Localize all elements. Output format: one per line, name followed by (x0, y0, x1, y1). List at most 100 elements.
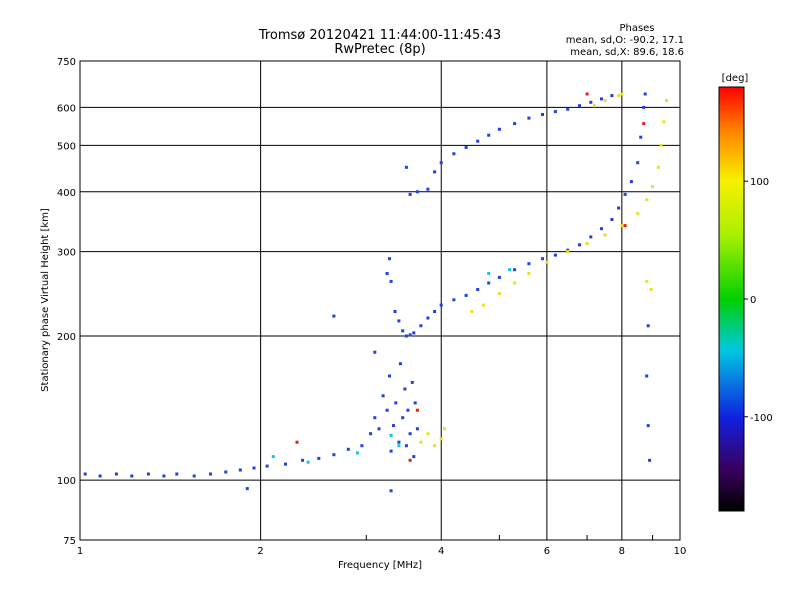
data-point (578, 243, 581, 247)
data-point (377, 427, 381, 431)
data-point (592, 104, 596, 108)
data-point (433, 170, 437, 174)
x-tick-label: 4 (438, 546, 444, 557)
data-point (209, 472, 212, 476)
data-point (648, 458, 652, 462)
data-point (585, 242, 589, 245)
data-point (301, 458, 305, 462)
data-point (114, 472, 118, 476)
data-point (83, 472, 87, 476)
data-point (665, 99, 669, 103)
data-point (620, 92, 624, 96)
data-point (481, 303, 485, 307)
data-point (452, 152, 456, 156)
data-point (645, 198, 649, 202)
y-tick-label: 75 (63, 536, 76, 547)
data-point (566, 250, 570, 254)
data-point (404, 165, 408, 169)
y-tick-label: 100 (57, 476, 76, 487)
data-point (175, 472, 179, 476)
data-point (487, 133, 491, 137)
data-point (513, 122, 517, 126)
data-point (527, 272, 531, 275)
data-point (245, 487, 249, 491)
plot-frame (79, 60, 681, 541)
data-point (639, 135, 643, 139)
data-point (443, 427, 446, 431)
data-point (553, 110, 557, 114)
data-point (401, 329, 405, 333)
data-point (585, 92, 589, 96)
data-point (464, 293, 468, 297)
data-point (355, 451, 359, 455)
data-point (487, 272, 491, 275)
x-axis-label: Frequency [MHz] (338, 560, 422, 571)
data-point (513, 268, 517, 272)
data-point (470, 310, 474, 313)
colorbar (718, 86, 745, 512)
data-point (389, 489, 393, 493)
data-point (404, 334, 408, 338)
data-point (413, 401, 417, 405)
data-point (412, 331, 416, 335)
x-tick-label: 10 (674, 546, 687, 557)
data-point (662, 120, 666, 124)
data-point (284, 462, 287, 466)
data-point (656, 165, 660, 169)
data-point (433, 310, 437, 313)
data-point (130, 474, 134, 478)
y-tick-label: 750 (57, 57, 76, 68)
data-point (192, 474, 196, 478)
data-point (373, 350, 377, 354)
data-point (397, 319, 401, 323)
data-point (224, 470, 228, 474)
data-point (415, 190, 419, 194)
y-tick-label: 300 (57, 248, 76, 259)
y-axis-label: Stationary phase Virtual Height [km] (40, 208, 51, 392)
data-point (389, 449, 393, 453)
data-point (541, 257, 544, 261)
data-point (642, 105, 646, 109)
data-point (397, 444, 401, 448)
data-point (369, 432, 373, 436)
data-point (651, 185, 654, 189)
data-point (541, 113, 544, 116)
series-points (83, 92, 652, 493)
data-point (403, 387, 407, 391)
data-point (306, 460, 310, 464)
y-tick-label: 400 (57, 188, 76, 199)
data-points (83, 92, 669, 493)
data-point (610, 218, 614, 221)
data-point (642, 122, 646, 126)
data-point (415, 427, 419, 431)
data-point (439, 161, 443, 165)
data-point (646, 324, 650, 328)
data-point (295, 440, 299, 444)
data-point (476, 288, 480, 291)
data-point (649, 288, 653, 291)
data-point (401, 416, 405, 420)
data-point (620, 224, 624, 228)
y-tick-label: 600 (57, 103, 76, 114)
phase-stats-o-line: mean, sd,O: -90.2, 17.1 (566, 35, 684, 46)
data-point (98, 474, 102, 478)
data-point (659, 143, 663, 147)
colorbar-label: [deg] (722, 73, 749, 84)
data-point (617, 206, 621, 210)
data-point (389, 279, 393, 283)
chart-subtitle: RwPretec (8p) (334, 42, 425, 57)
data-point (392, 424, 395, 428)
data-point (162, 474, 166, 478)
x-tick-label: 1 (77, 546, 83, 557)
data-point (629, 180, 633, 184)
data-point (603, 233, 607, 237)
series-points (271, 268, 512, 464)
data-point (408, 192, 412, 196)
data-point (408, 458, 412, 462)
data-point (497, 127, 501, 131)
data-point (589, 100, 593, 104)
data-point (645, 279, 649, 283)
data-point (398, 362, 402, 366)
data-point (410, 380, 414, 384)
colorbar-tick-label: -100 (750, 413, 773, 424)
